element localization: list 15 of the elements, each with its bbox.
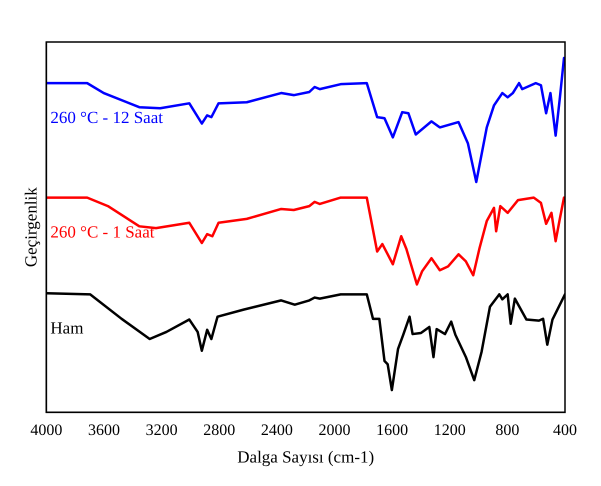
x-tick-label: 400 <box>553 422 577 440</box>
x-tick-label: 1600 <box>376 422 408 440</box>
x-tick-label: 3200 <box>146 422 178 440</box>
y-axis-title: Geçirgenlik <box>22 186 41 268</box>
series-label: 260 °C - 1 Saat <box>50 222 155 242</box>
series-label: 260 °C - 12 Saat <box>50 108 164 128</box>
x-tick-label: 800 <box>495 422 520 440</box>
x-tick-label: 4000 <box>30 422 62 440</box>
x-tick-label: 2400 <box>260 422 293 440</box>
series-label: Ham <box>50 318 84 338</box>
x-tick-label: 2000 <box>318 422 351 440</box>
x-axis-title: Dalga Sayısı (cm-1) <box>237 447 374 466</box>
x-tick-label: 3600 <box>88 422 120 440</box>
x-tick-label: 2800 <box>203 422 236 440</box>
x-tick-label: 1200 <box>434 422 466 440</box>
